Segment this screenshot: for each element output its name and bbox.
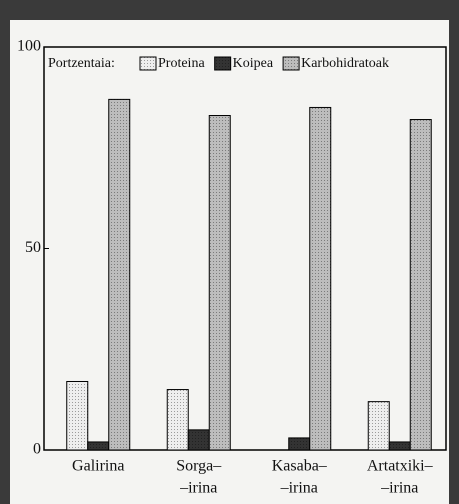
bar-texture bbox=[410, 120, 431, 450]
legend-swatch-texture bbox=[140, 57, 156, 70]
y-tick-label: 0 bbox=[33, 441, 41, 458]
legend-swatch-texture bbox=[283, 57, 299, 70]
page: Portzentaia: 0 50 100 Proteina Koipea Karbohi… bbox=[0, 0, 459, 504]
bar-texture bbox=[67, 381, 88, 450]
bar-texture bbox=[289, 438, 310, 450]
chart: Portzentaia: 0 50 100 Proteina Koipea Karbohi… bbox=[0, 0, 459, 504]
bar-texture bbox=[109, 99, 130, 450]
bar-texture bbox=[389, 442, 410, 450]
bar-texture bbox=[167, 390, 188, 450]
legend-title: Portzentaia: bbox=[48, 56, 115, 71]
bar-texture bbox=[88, 442, 109, 450]
legend-swatch-texture bbox=[215, 57, 231, 70]
x-tick-label: Sorga– bbox=[176, 458, 222, 475]
bar-texture bbox=[209, 116, 230, 450]
bar-texture bbox=[188, 430, 209, 450]
legend-label: Proteina bbox=[158, 56, 205, 71]
legend-label: Koipea bbox=[233, 56, 274, 71]
x-tick-label: Kasaba– bbox=[272, 458, 328, 475]
x-tick-label: Galirina bbox=[72, 458, 124, 475]
y-tick-label: 50 bbox=[25, 239, 41, 256]
bar-texture bbox=[310, 107, 331, 450]
x-tick-label: –irina bbox=[380, 480, 418, 497]
x-tick-label: Artatxiki– bbox=[367, 458, 434, 475]
legend-label: Karbohidratoak bbox=[301, 56, 389, 71]
x-tick-label: –irina bbox=[179, 480, 217, 497]
y-tick-label: 100 bbox=[17, 38, 41, 55]
x-tick-label: –irina bbox=[280, 480, 318, 497]
bar-texture bbox=[368, 402, 389, 450]
